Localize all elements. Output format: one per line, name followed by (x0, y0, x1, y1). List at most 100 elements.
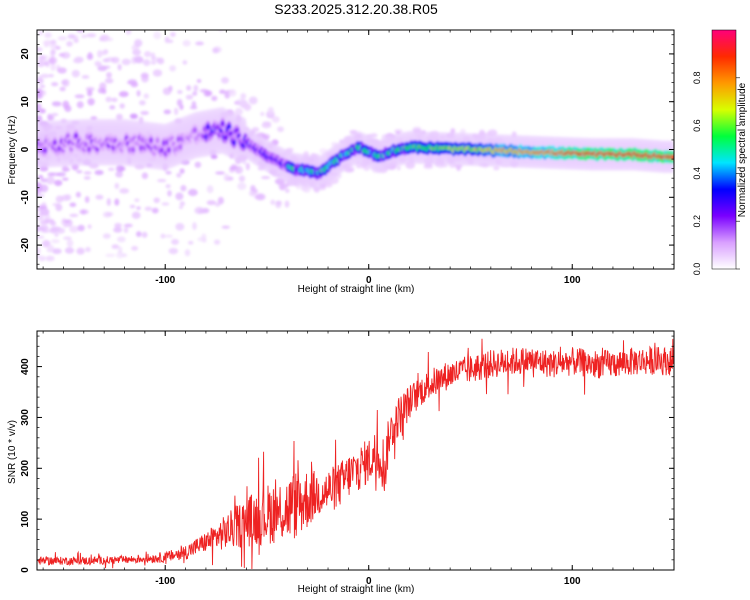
spectrogram-speckle (204, 16, 214, 22)
spectrogram-speckle (105, 96, 112, 103)
colorbar-tick-label: 0.8 (692, 72, 702, 85)
spectrogram-speckle (52, 248, 62, 255)
spectrogram-speckle (74, 94, 85, 99)
spectrogram-speckle (180, 185, 187, 192)
spectrogram-speckle (116, 236, 126, 243)
spectrogram-speckle (134, 55, 144, 63)
spectrogram-speckle (130, 81, 139, 88)
spectrogram-speckle (50, 39, 57, 45)
spectrogram-speckle (40, 73, 50, 79)
spectrogram-speckle (182, 60, 188, 65)
spectrogram-speckle (47, 244, 55, 253)
spectrogram-speckle (114, 198, 120, 206)
spectrogram-speckle (201, 233, 207, 240)
snr-series-line (37, 338, 674, 570)
spectrogram-speckle (194, 161, 202, 168)
snr-y-ticks: 0 100 200 300 400 (20, 335, 674, 573)
spectrogram-speckle (80, 209, 86, 215)
y-tick-label: 0 (20, 146, 31, 152)
spectrogram-speckle (51, 82, 59, 87)
spectrogram-speckle (131, 211, 141, 219)
spectrogram-speckle (123, 223, 133, 228)
spectrogram-speckle (58, 53, 65, 57)
spectrogram-speckle (119, 166, 126, 172)
snr-y-axis-label: SNR (10 * v/v) (7, 420, 18, 484)
spectrogram-speckle (37, 235, 45, 239)
spectrogram-speckle (144, 206, 153, 211)
spectrogram-y-axis-label: Frequency (Hz) (7, 116, 18, 185)
spectrogram-speckle (206, 185, 214, 194)
spectrogram-speckle (453, 164, 463, 168)
spectrogram-speckle (192, 222, 197, 231)
spectrogram-speckle (184, 249, 191, 257)
spectrogram-speckle (85, 247, 91, 253)
spectrogram-speckle (45, 255, 55, 262)
spectrogram-speckle (37, 189, 41, 195)
spectrogram-speckle (97, 87, 105, 94)
spectrogram-speckle (102, 58, 110, 63)
spectrogram-speckle (255, 193, 266, 201)
spectrogram-speckle (188, 240, 194, 245)
spectrogram-speckle (235, 167, 241, 174)
spectrogram-speckle (37, 60, 45, 68)
spectrogram-speckle (40, 227, 46, 231)
spectrogram-speckle (173, 107, 179, 116)
y-tick-label: 100 (20, 510, 31, 527)
spectrogram-speckle (106, 198, 111, 206)
spectrogram-speckle (261, 176, 271, 180)
spectrogram-speckle (63, 236, 72, 240)
spectrogram-speckle (261, 122, 272, 129)
spectrogram-speckle (76, 101, 84, 109)
spectrogram-speckle (245, 162, 250, 171)
spectrogram-speckle (167, 190, 172, 197)
spectrogram-speckle (47, 113, 52, 121)
spectrogram-speckle (39, 84, 46, 89)
spectrogram-speckle (50, 49, 56, 55)
spectrogram-speckle (175, 192, 184, 201)
spectrogram-speckle (439, 164, 449, 168)
spectrogram-speckle (123, 227, 129, 234)
spectrogram-speckle (129, 113, 138, 119)
spectrogram-speckle (363, 166, 370, 171)
spectrogram-speckle (175, 222, 185, 231)
spectrogram-speckle (176, 98, 183, 107)
spectrogram-speckle (136, 206, 141, 210)
spectrogram-speckle (37, 246, 41, 255)
spectrogram-speckle (81, 34, 88, 39)
spectrogram-speckle (84, 196, 90, 204)
spectrogram-speckle (44, 32, 52, 39)
spectrogram-speckle (267, 106, 275, 115)
spectrogram-speckle (100, 50, 107, 56)
spectrogram-y-ticks: -20 -10 0 10 20 (20, 34, 674, 265)
spectrogram-speckle (198, 208, 206, 214)
spectrogram-speckle (102, 233, 111, 239)
spectrogram-speckle (48, 73, 54, 78)
spectrogram-speckle (37, 225, 42, 233)
colorbar-gradient (711, 29, 737, 270)
spectrogram-speckle (37, 47, 43, 52)
spectrogram-speckle (86, 53, 94, 61)
spectrogram-speckle (37, 208, 42, 212)
spectrogram-speckle (57, 172, 66, 177)
spectrogram-speckle (152, 69, 163, 77)
spectrogram-speckle (182, 40, 191, 47)
spectrogram-speckle (238, 175, 246, 182)
spectrogram-speckle (192, 91, 198, 96)
spectrogram-speckle (169, 65, 177, 72)
spectrogram-speckle (215, 171, 225, 175)
spectrogram-speckle (170, 32, 176, 37)
x-tick-label: 0 (366, 275, 372, 286)
spectrogram-speckle (139, 100, 146, 106)
spectrogram-speckle (63, 222, 69, 228)
spectrogram-speckle (171, 238, 179, 245)
x-tick-label: -100 (155, 576, 175, 587)
spectrogram-speckle (370, 133, 378, 138)
spectrogram-speckle (39, 208, 50, 216)
spectrogram-speckle (119, 188, 130, 194)
spectrogram-speckle (234, 107, 243, 116)
spectrogram-speckle (132, 49, 142, 56)
spectrogram-heatmap (37, 16, 674, 262)
spectrogram-speckle (143, 59, 151, 66)
spectrogram-speckle (55, 195, 64, 203)
spectrogram-speckle (95, 194, 104, 200)
